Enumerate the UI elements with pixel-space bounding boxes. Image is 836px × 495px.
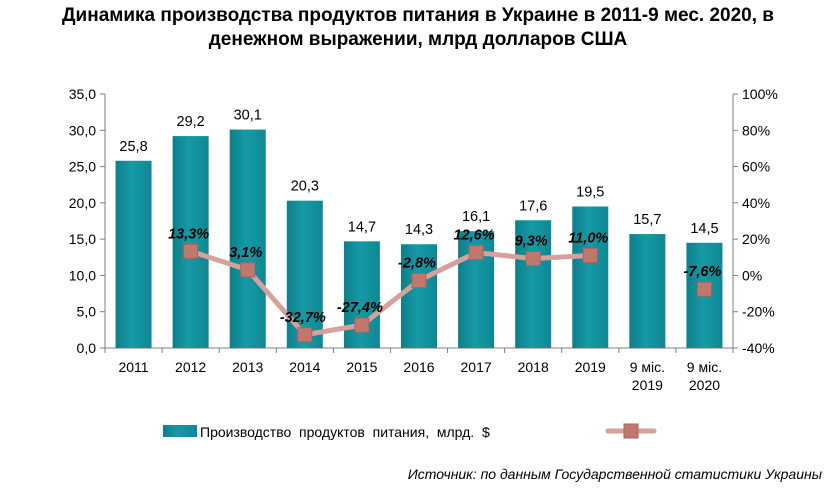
bar bbox=[515, 220, 552, 348]
source-note: Источник: по данным Государственной стат… bbox=[407, 466, 822, 482]
x-tick-label: 2014 bbox=[289, 359, 320, 375]
y-left-tick-label: 20,0 bbox=[69, 195, 96, 211]
y-right-tick-label: 60% bbox=[742, 159, 770, 175]
y-left-tick-label: 0,0 bbox=[77, 340, 97, 356]
growth-value-label: -32,7% bbox=[280, 310, 326, 326]
chart-title-line-1: Динамика производства продуктов питания … bbox=[62, 5, 774, 26]
x-tick-label: 2019 bbox=[632, 377, 663, 393]
bar bbox=[229, 129, 266, 348]
growth-value-label: -27,4% bbox=[337, 300, 383, 316]
x-tick-label: 2013 bbox=[232, 359, 263, 375]
growth-marker bbox=[582, 247, 598, 263]
x-tick-label: 2017 bbox=[461, 359, 492, 375]
growth-line bbox=[188, 248, 593, 338]
x-tick-label: 2019 bbox=[575, 359, 606, 375]
y-right-tick-label: -40% bbox=[742, 340, 775, 356]
growth-marker bbox=[354, 317, 370, 333]
bar bbox=[115, 160, 152, 348]
bar bbox=[172, 136, 209, 348]
growth-marker bbox=[525, 251, 541, 267]
chart-title: Динамика производства продуктов питания … bbox=[0, 4, 836, 52]
growth-value-label: 11,0% bbox=[568, 230, 608, 246]
growth-marker bbox=[240, 262, 256, 278]
legend-bar-swatch bbox=[163, 425, 197, 437]
y-left-tick-label: 30,0 bbox=[69, 122, 96, 138]
growth-marker bbox=[696, 281, 712, 297]
y-right-tick-label: 20% bbox=[742, 231, 770, 247]
x-tick-label: 2015 bbox=[346, 359, 377, 375]
growth-value-label: -7,6% bbox=[684, 264, 722, 280]
bar-value-label: 14,5 bbox=[690, 221, 718, 237]
y-left-tick-label: 10,0 bbox=[69, 267, 96, 283]
x-tick-label: 2012 bbox=[175, 359, 206, 375]
y-right-tick-label: 0% bbox=[742, 267, 762, 283]
bar bbox=[286, 200, 323, 348]
legend-bar-label: Производство продуктов питания, млрд. $ bbox=[200, 424, 490, 440]
y-right-tick-label: 80% bbox=[742, 122, 770, 138]
bar-value-label: 14,3 bbox=[405, 222, 433, 238]
bar-value-label: 16,1 bbox=[462, 209, 490, 225]
growth-marker bbox=[468, 245, 484, 261]
growth-value-label: 3,1% bbox=[229, 245, 262, 261]
y-left-tick-label: 15,0 bbox=[69, 231, 96, 247]
y-left-tick-label: 5,0 bbox=[77, 304, 97, 320]
legend-line-marker bbox=[623, 423, 639, 439]
bar-value-label: 20,3 bbox=[291, 179, 319, 195]
bar bbox=[401, 244, 437, 348]
growth-marker bbox=[411, 273, 427, 289]
x-tick-label: 2016 bbox=[403, 359, 434, 375]
growth-value-label: 13,3% bbox=[168, 226, 209, 242]
y-left-tick-label: 25,0 bbox=[69, 159, 96, 175]
growth-value-label: -2,8% bbox=[398, 256, 436, 272]
x-tick-label: 2020 bbox=[689, 377, 720, 393]
x-tick-label: 2011 bbox=[118, 359, 148, 375]
y-left-tick-label: 35,0 bbox=[69, 86, 96, 102]
bar-value-label: 19,5 bbox=[576, 184, 604, 200]
x-tick-label: 9 міс. bbox=[687, 359, 722, 375]
growth-value-label: 12,6% bbox=[454, 228, 495, 244]
bar-value-label: 17,6 bbox=[519, 198, 547, 214]
bar-value-label: 29,2 bbox=[177, 114, 205, 130]
bar-value-label: 30,1 bbox=[234, 108, 262, 124]
chart-title-line-2: денежном выражении, млрд долларов США bbox=[208, 29, 628, 50]
y-right-tick-label: -20% bbox=[742, 304, 775, 320]
bar bbox=[572, 206, 609, 348]
bar-value-label: 25,8 bbox=[119, 139, 147, 155]
bar-value-label: 15,7 bbox=[633, 212, 661, 228]
growth-marker bbox=[297, 327, 313, 343]
growth-marker bbox=[183, 243, 199, 259]
bar-value-label: 14,7 bbox=[348, 219, 376, 235]
growth-value-label: 9,3% bbox=[515, 234, 548, 250]
x-tick-label: 9 міс. bbox=[630, 359, 665, 375]
bar bbox=[629, 234, 666, 348]
x-tick-label: 2018 bbox=[518, 359, 549, 375]
y-right-tick-label: 40% bbox=[742, 195, 770, 211]
y-right-tick-label: 100% bbox=[742, 86, 778, 102]
